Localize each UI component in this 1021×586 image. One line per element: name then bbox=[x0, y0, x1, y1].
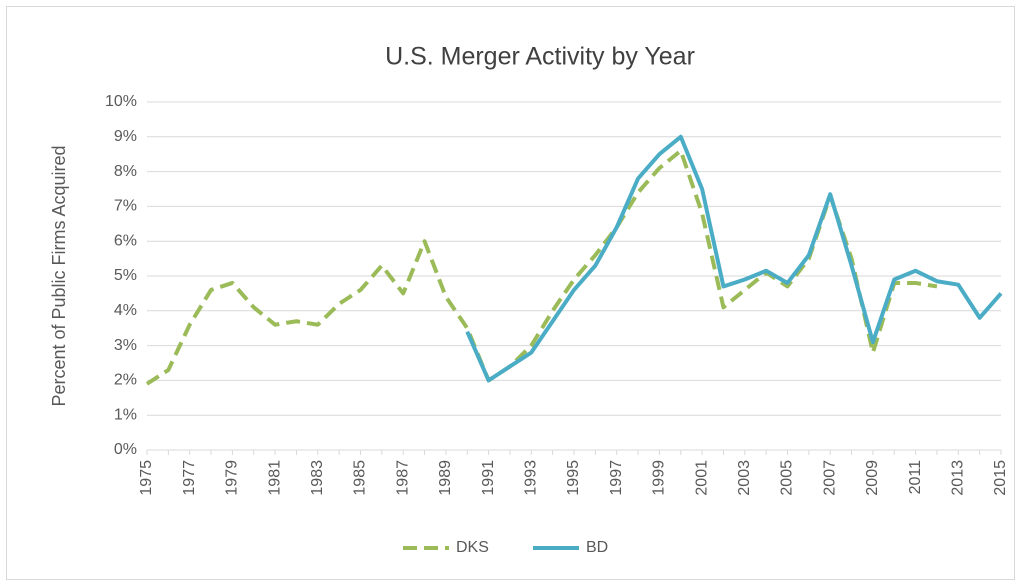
x-tick-label: 1989 bbox=[437, 460, 454, 496]
y-tick-label: 1% bbox=[114, 406, 137, 423]
x-tick-label: 2007 bbox=[821, 460, 838, 496]
x-tick-label: 1999 bbox=[651, 460, 668, 496]
x-tick-label: 2009 bbox=[864, 460, 881, 496]
x-tick-label: 1985 bbox=[352, 460, 369, 496]
x-tick-label: 2001 bbox=[693, 460, 710, 496]
y-tick-label: 4% bbox=[114, 302, 137, 319]
y-axis-label: Percent of Public Firms Acquired bbox=[49, 145, 69, 406]
x-tick-label: 1987 bbox=[394, 460, 411, 496]
legend-label: DKS bbox=[456, 539, 489, 556]
y-tick-label: 3% bbox=[114, 337, 137, 354]
x-tick-label: 1983 bbox=[309, 460, 326, 496]
y-tick-label: 8% bbox=[114, 163, 137, 180]
line-series bbox=[145, 148, 938, 386]
y-tick-label: 0% bbox=[114, 441, 137, 458]
x-tick-label: 2011 bbox=[907, 460, 924, 495]
chart-title: U.S. Merger Activity by Year bbox=[385, 43, 695, 71]
y-tick-label: 7% bbox=[114, 198, 137, 215]
line-series bbox=[465, 134, 1003, 383]
x-tick-label: 1977 bbox=[181, 460, 198, 496]
y-tick-label: 5% bbox=[114, 267, 137, 284]
x-tick-label: 2005 bbox=[779, 460, 796, 496]
x-tick-label: 1979 bbox=[224, 460, 241, 496]
x-tick-label: 1997 bbox=[608, 460, 625, 496]
x-tick-label: 1993 bbox=[523, 460, 540, 496]
y-tick-label: 2% bbox=[114, 372, 137, 389]
y-tick-label: 9% bbox=[114, 128, 137, 145]
x-tick-label: 1991 bbox=[480, 460, 497, 496]
x-tick-label: 1975 bbox=[138, 460, 155, 496]
y-tick-label: 6% bbox=[114, 232, 137, 249]
x-tick-label: 1995 bbox=[565, 460, 582, 496]
y-tick-label: 10% bbox=[105, 93, 137, 110]
x-tick-label: 2015 bbox=[992, 460, 1009, 496]
x-tick-label: 1981 bbox=[266, 460, 283, 496]
legend-label: BD bbox=[586, 539, 608, 556]
x-tick-label: 2003 bbox=[736, 460, 753, 496]
x-tick-label: 2013 bbox=[950, 460, 967, 496]
